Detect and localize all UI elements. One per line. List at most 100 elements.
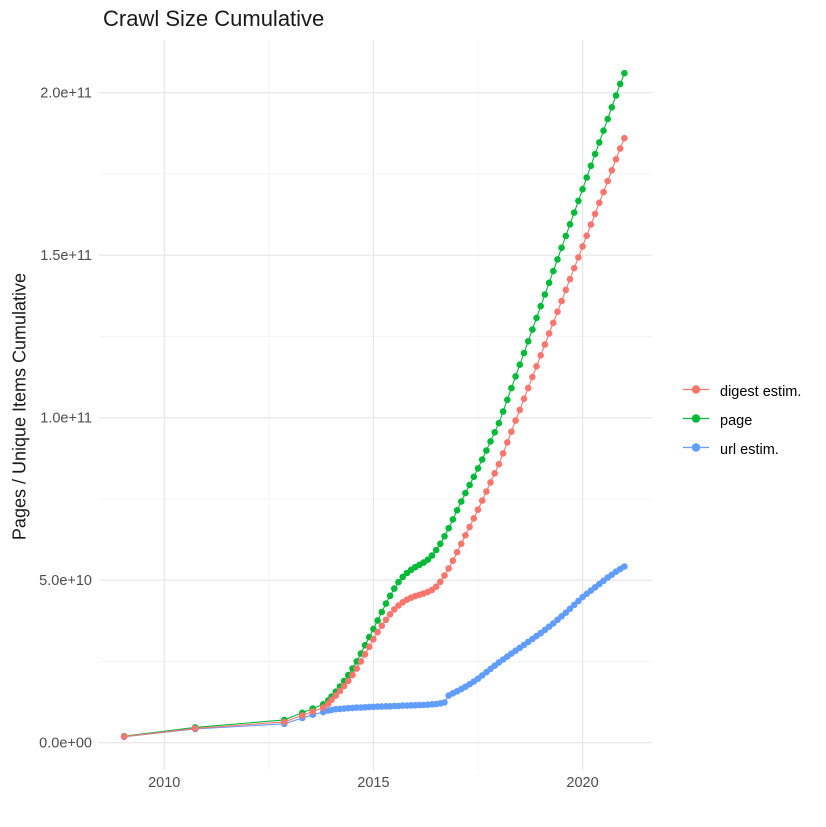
data-point-page (437, 540, 444, 548)
data-point-digest-estim- (432, 583, 440, 590)
data-point-digest-estim- (596, 199, 603, 207)
data-point-page (374, 617, 381, 624)
data-point-page (570, 209, 578, 216)
legend-key-line-dot-icon (682, 439, 710, 461)
data-point-page (424, 556, 432, 563)
data-point-page (378, 608, 386, 616)
data-point-url-estim- (566, 605, 574, 613)
data-point-page (608, 104, 616, 111)
data-point-digest-estim- (458, 540, 465, 548)
data-point-digest-estim- (345, 677, 352, 685)
legend-item-url-estim: url estim. (682, 441, 801, 458)
data-point-digest-estim- (319, 704, 327, 711)
data-point-page (558, 244, 565, 251)
data-point-digest-estim- (120, 733, 128, 740)
data-point-page (470, 473, 478, 481)
data-point-url-estim- (570, 601, 578, 609)
data-point-page (504, 396, 511, 404)
data-point-digest-estim- (445, 565, 453, 572)
data-point-page (495, 419, 503, 427)
data-point-digest-estim- (281, 718, 288, 726)
data-point-page (520, 349, 528, 357)
data-point-digest-estim- (332, 692, 340, 699)
data-point-page (533, 314, 540, 322)
chart-title: Crawl Size Cumulative (103, 6, 325, 31)
data-point-page (395, 578, 402, 586)
data-point-page (579, 185, 586, 193)
data-point-page (466, 481, 473, 489)
legend-item-page: page (682, 412, 801, 429)
data-point-page (550, 267, 557, 275)
data-point-digest-estim- (336, 687, 344, 695)
data-point-page (541, 291, 549, 298)
data-point-digest-estim- (353, 665, 361, 672)
data-point-digest-estim- (600, 188, 607, 196)
data-point-page (491, 429, 499, 436)
legend-item-digest-estim: digest estim. (682, 383, 801, 400)
data-point-digest-estim- (612, 156, 620, 163)
data-point-page (604, 115, 611, 123)
data-point-digest-estim- (361, 651, 369, 658)
data-point-page (453, 507, 461, 514)
data-point-digest-estim- (478, 497, 486, 504)
data-point-digest-estim- (587, 221, 595, 228)
x-tick-label: 2020 (566, 775, 598, 791)
data-point-page (441, 533, 448, 540)
data-point-page (583, 174, 590, 181)
data-point-digest-estim- (349, 671, 356, 679)
data-point-page (575, 197, 582, 205)
data-point-digest-estim- (566, 275, 574, 283)
legend-key-line-dot-icon (682, 381, 710, 403)
data-point-digest-estim- (191, 725, 199, 732)
legend: digest estim. page url estim. (682, 383, 801, 458)
series-line-digest-estim- (124, 137, 625, 738)
data-point-digest-estim- (604, 177, 611, 185)
data-point-page (449, 516, 457, 523)
data-point-page (499, 408, 507, 415)
data-point-digest-estim- (499, 450, 507, 457)
data-point-digest-estim- (508, 428, 515, 436)
data-point-page (596, 139, 603, 146)
data-point-digest-estim- (378, 622, 386, 629)
data-point-digest-estim- (441, 572, 448, 579)
data-point-page (554, 256, 561, 263)
data-point-page (487, 438, 494, 445)
data-point-digest-estim- (449, 557, 457, 564)
data-point-digest-estim- (537, 352, 544, 359)
data-point-digest-estim- (621, 134, 628, 142)
data-point-digest-estim- (474, 506, 482, 513)
y-tick-label: 1.5e+11 (40, 248, 92, 264)
data-point-digest-estim- (391, 606, 398, 613)
data-point-url-estim- (575, 597, 582, 605)
y-tick-label: 1.0e+11 (40, 411, 92, 427)
data-point-page (529, 326, 536, 333)
legend-label: url estim. (720, 441, 779, 458)
data-point-digest-estim- (365, 643, 373, 651)
data-point-digest-estim- (374, 628, 381, 636)
legend-key-line-dot-icon (682, 410, 710, 432)
data-point-digest-estim- (541, 341, 549, 348)
data-point-page (386, 592, 394, 600)
x-tick-label: 2015 (357, 775, 389, 791)
data-point-digest-estim- (516, 406, 524, 414)
x-tick-label: 2010 (148, 775, 180, 791)
data-point-digest-estim- (340, 682, 348, 690)
series-line-url-estim- (124, 566, 625, 738)
data-point-digest-estim- (328, 696, 335, 704)
data-point-digest-estim- (524, 384, 532, 392)
data-point-digest-estim- (529, 373, 536, 381)
data-point-digest-estim- (470, 515, 478, 522)
data-point-digest-estim- (558, 297, 565, 305)
data-point-digest-estim- (570, 264, 578, 272)
data-point-digest-estim- (608, 167, 616, 174)
data-point-digest-estim- (466, 523, 473, 531)
data-point-page (545, 279, 553, 287)
data-point-page (516, 361, 524, 369)
y-axis-title: Pages / Unique Items Cumulative (9, 272, 30, 541)
data-point-digest-estim- (562, 286, 570, 294)
data-point-digest-estim- (616, 145, 624, 152)
data-point-url-estim- (621, 563, 628, 570)
data-point-digest-estim- (386, 611, 394, 618)
